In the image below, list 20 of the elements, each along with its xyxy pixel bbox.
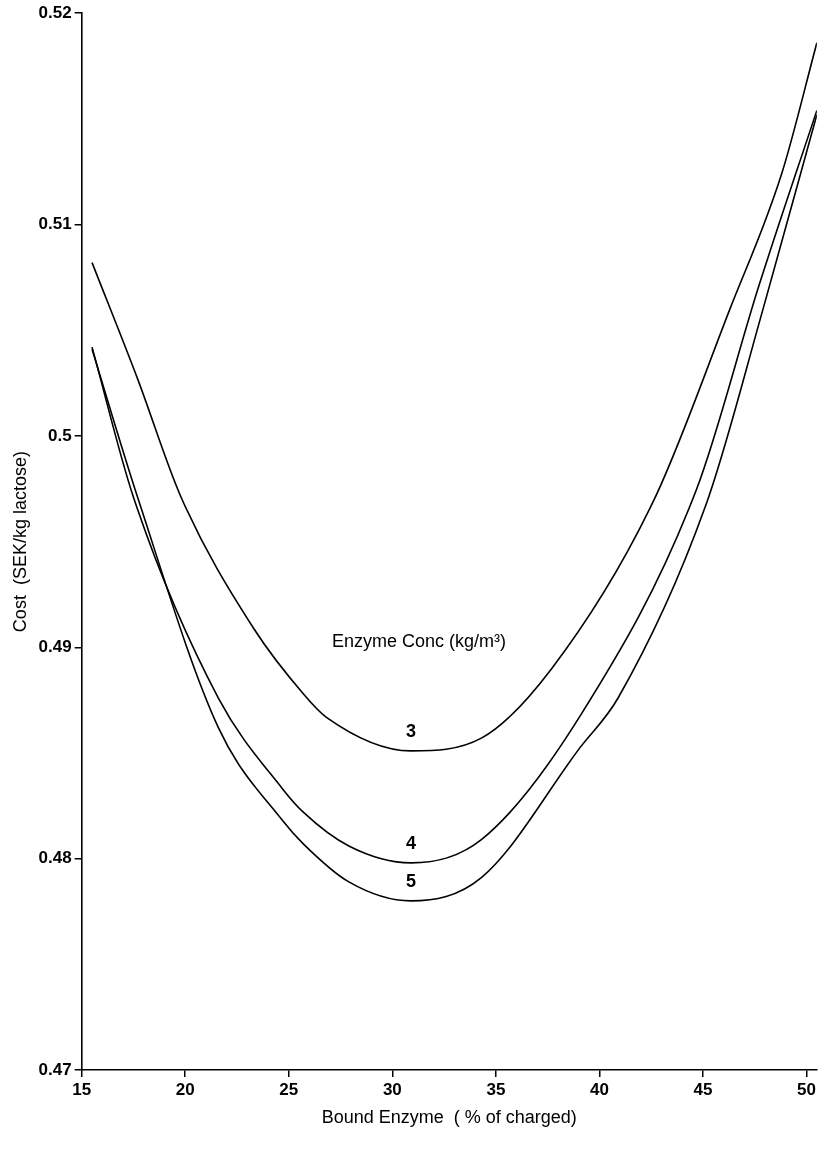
x-tick-label: 30 xyxy=(382,1079,402,1099)
x-tick-label: 45 xyxy=(693,1079,713,1099)
x-tick-label: 25 xyxy=(279,1079,299,1099)
series-label: 3 xyxy=(405,720,416,741)
x-tick-label: 40 xyxy=(589,1079,609,1099)
x-tick-label: 50 xyxy=(797,1079,816,1099)
series-label: 5 xyxy=(405,870,416,891)
x-tick-label: 15 xyxy=(72,1079,92,1099)
y-tick-label: 0.47 xyxy=(38,1059,72,1079)
y-tick-label: 0.52 xyxy=(38,2,72,22)
x-tick-label: 35 xyxy=(486,1079,506,1099)
y-tick-label: 0.51 xyxy=(38,214,72,234)
x-tick-label: 20 xyxy=(175,1079,195,1099)
y-axis-title: Cost (SEK/kg lactose) xyxy=(9,451,30,633)
y-tick-label: 0.48 xyxy=(38,848,72,868)
series-label: 4 xyxy=(405,832,416,853)
x-axis-title: Bound Enzyme ( % of charged) xyxy=(321,1107,577,1128)
y-tick-label: 0.5 xyxy=(48,425,72,445)
legend-title: Enzyme Conc (kg/m³) xyxy=(331,630,506,651)
y-tick-label: 0.49 xyxy=(38,636,72,656)
